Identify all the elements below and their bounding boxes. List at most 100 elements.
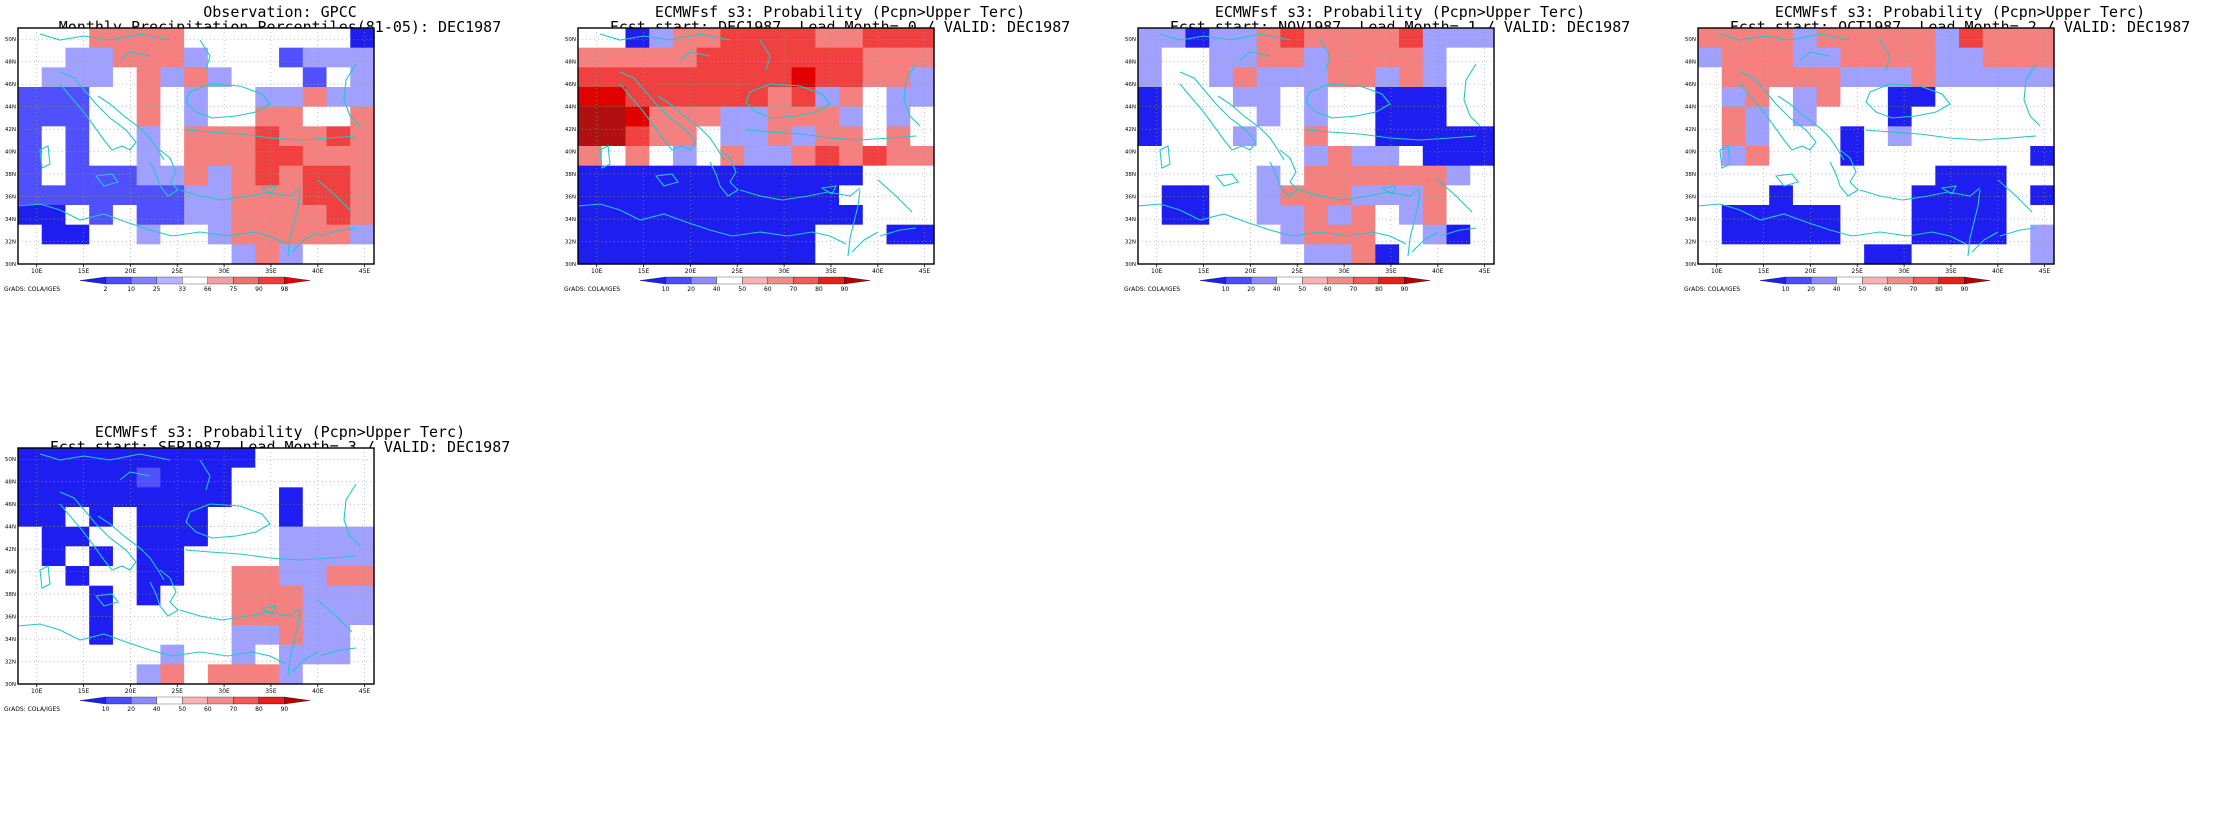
grid-cell — [1470, 47, 1495, 68]
lon-tick-label: 40E — [1432, 268, 1444, 275]
grid-cell — [1138, 47, 1163, 68]
grid-cell — [744, 126, 769, 147]
grid-cell — [886, 28, 911, 49]
grid-cell — [696, 47, 721, 68]
coastline — [39, 33, 171, 41]
grid-cell — [1256, 205, 1281, 226]
grid-cell — [1280, 165, 1305, 186]
coastline — [1269, 149, 1299, 197]
grid-cell — [302, 507, 328, 528]
grid-cell — [1399, 106, 1424, 127]
grid-cell — [41, 224, 67, 245]
coastline — [1159, 145, 1171, 169]
grid-cell — [136, 47, 161, 68]
grid-cell — [1792, 28, 1818, 49]
grid-cell — [649, 67, 674, 88]
coastline — [319, 227, 357, 237]
grid-cell — [2030, 47, 2055, 68]
grid-cell — [1745, 47, 1770, 68]
grid-cell — [1280, 47, 1305, 68]
grid-cell — [1840, 47, 1865, 68]
grid-cell — [302, 625, 328, 646]
grid-cell — [1351, 126, 1376, 147]
coastline — [185, 503, 271, 539]
grid-cell — [601, 47, 627, 68]
grid-cell — [910, 28, 935, 49]
legend-swatch — [130, 696, 157, 705]
grid-cell — [160, 87, 185, 108]
grid-cell — [136, 448, 161, 469]
lat-tick-label: 48N — [565, 60, 576, 66]
legend-swatch — [1887, 276, 1914, 285]
grid-cell — [1745, 224, 1770, 245]
grid-cell — [1959, 244, 1984, 265]
grid-cell — [326, 224, 351, 245]
grid-cell — [350, 487, 375, 508]
grid-cell — [350, 566, 375, 587]
grid-cell — [1138, 126, 1163, 147]
lon-tick-label: 20E — [685, 268, 697, 275]
grid-cell — [136, 224, 161, 245]
grid-cell — [231, 507, 256, 528]
grid-cell — [744, 28, 769, 49]
grid-cell — [18, 47, 43, 68]
grid-cell — [112, 605, 138, 626]
grid-cell — [791, 146, 816, 167]
grid-cell — [279, 507, 304, 528]
grid-cell — [1864, 165, 1889, 186]
grid-cell — [112, 67, 138, 88]
legend-label: 10 — [1222, 286, 1230, 293]
grid-cell — [184, 487, 209, 508]
grid-cell — [302, 244, 328, 265]
grid-cell — [672, 224, 698, 245]
grid-cell — [136, 526, 161, 547]
grid-cell — [625, 126, 650, 147]
lat-tick-label: 40N — [1685, 150, 1696, 156]
lon-tick-label: 25E — [732, 268, 744, 275]
grid-cell — [89, 224, 114, 245]
grid-cell — [720, 126, 745, 147]
grid-cell — [1911, 28, 1936, 49]
grid-cell — [1161, 224, 1187, 245]
grid-cell — [2030, 126, 2055, 147]
map-panel: ECMWFsf s3: Probability (Pcpn>Upper Terc… — [1680, 0, 2240, 420]
grid-cell — [2006, 28, 2031, 49]
legend-label: 90 — [281, 706, 289, 713]
grid-cell — [1351, 165, 1376, 186]
legend-label: 20 — [127, 706, 135, 713]
grid-cell — [255, 467, 280, 488]
grid-cell — [136, 28, 161, 49]
lon-tick-label: 45E — [359, 268, 371, 275]
grid-cell — [1887, 126, 1913, 147]
grid-cell — [2006, 205, 2031, 226]
grid-cell — [255, 87, 280, 108]
grid-cell — [862, 47, 888, 68]
grid-cell — [1745, 244, 1770, 265]
grid-cell — [1256, 67, 1281, 88]
grid-cell — [326, 448, 351, 469]
grid-cell — [89, 605, 114, 626]
grid-cell — [136, 165, 161, 186]
grid-cell — [1698, 67, 1723, 88]
grid-cell — [255, 507, 280, 528]
grid-cell — [255, 644, 280, 665]
grid-cell — [279, 67, 304, 88]
grid-cell — [160, 126, 185, 147]
coastline — [1829, 149, 1859, 197]
map-panel: ECMWFsf s3: Probability (Pcpn>Upper Terc… — [1120, 0, 1680, 420]
grid-cell — [41, 546, 67, 567]
grid-cell — [720, 47, 745, 68]
grid-cell — [862, 146, 888, 167]
grid-cell — [255, 126, 280, 147]
legend-label: 20 — [687, 286, 695, 293]
grid-cell — [672, 126, 698, 147]
grid-cell — [1304, 165, 1329, 186]
legend-swatch — [105, 696, 132, 705]
lat-tick-label: 50N — [1125, 37, 1136, 43]
lat-tick-label: 38N — [565, 172, 576, 178]
grid-cell — [255, 67, 280, 88]
grid-cell — [41, 566, 67, 587]
legend-swatch — [716, 276, 743, 285]
grid-cell — [231, 146, 256, 167]
grid-cell — [302, 28, 328, 49]
